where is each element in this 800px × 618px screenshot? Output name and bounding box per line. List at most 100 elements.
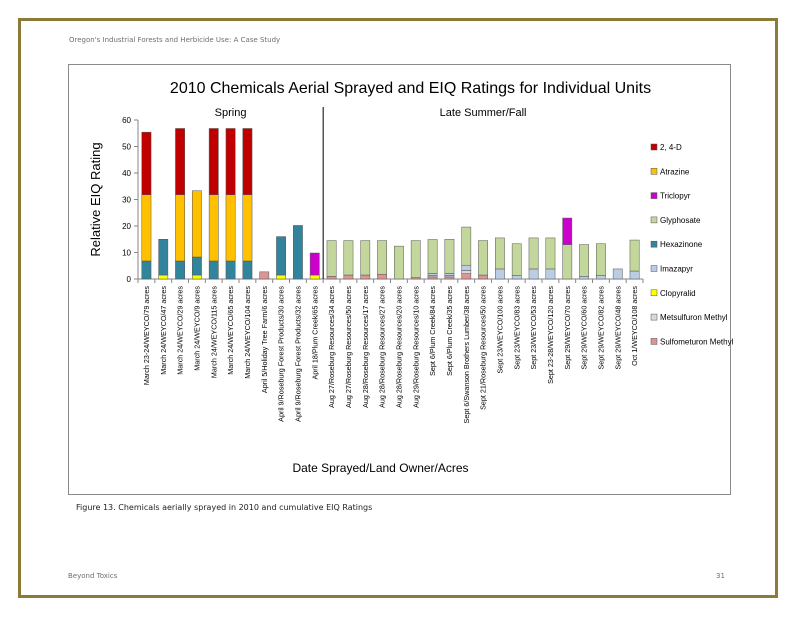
bar-segment [461, 226, 472, 266]
x-tick-label: April 5/Holiday Tree Farm/6 acres [260, 286, 269, 393]
bar-segment [629, 270, 640, 280]
bar-segment [562, 244, 573, 280]
legend-swatch [650, 216, 658, 224]
bar-segment [225, 194, 236, 262]
bar-segment [192, 274, 202, 280]
bar-segment [141, 194, 152, 262]
x-tick-label: March 24/WEYCO/9 acres [192, 286, 201, 371]
bar-segment [242, 194, 253, 262]
bar-segment [259, 271, 270, 280]
bar-segment [360, 274, 371, 280]
bar-segment [461, 273, 472, 280]
x-tick-label: April 18/Plum Creek/65 acres [310, 286, 319, 380]
x-tick-label: Sept 23/WEYCO/53 acres [529, 286, 538, 370]
x-tick-label: April 9/Roseburg Forest Products/32 acre… [293, 286, 302, 422]
x-tick-label: Sept 23-28/WEYCO/120 acres [546, 286, 555, 384]
bar-segment [208, 194, 219, 262]
section-label-late-summer-fall: Late Summer/Fall [440, 107, 527, 119]
bar-segment [175, 260, 185, 280]
x-tick-label: Sept 29/WEYCO/82 acres [596, 286, 605, 370]
legend-label: 2, 4-D [660, 143, 682, 152]
legend-swatch [650, 192, 658, 199]
x-tick-label: Sept 29/WEYCO/70 acres [563, 286, 572, 370]
bar-segment [276, 236, 286, 276]
bar-segment [326, 240, 337, 277]
bar-segment [495, 237, 505, 270]
y-tick-label: 60 [122, 116, 131, 125]
legend-swatch [650, 289, 658, 297]
y-tick-label: 50 [122, 143, 131, 152]
x-tick-label: March 24/WEYCO/29 acres [176, 286, 185, 375]
document-header: Oregon's Industrial Forests and Herbicid… [69, 36, 281, 44]
page-number: 31 [716, 572, 725, 580]
bar-segment [208, 128, 219, 195]
legend-swatch [650, 240, 658, 248]
bar-segment [528, 237, 539, 270]
legend-label: Imazapyr [660, 265, 693, 274]
bar-segment [208, 260, 219, 280]
bar-segment [158, 274, 169, 280]
x-tick-label: Sept 6/Plum Creek/35 acres [445, 286, 454, 376]
bar-segment [562, 217, 573, 245]
bar-segment [360, 240, 371, 276]
y-tick-label: 10 [122, 249, 131, 258]
legend-swatch [650, 313, 658, 321]
bar-segment [427, 273, 438, 276]
bar-segment [343, 274, 354, 280]
legend-label: Metsulfuron Methyl [660, 313, 728, 322]
bar-segment [192, 190, 202, 258]
x-tick-label: March 24/WEYCO/65 acres [226, 286, 235, 375]
x-tick-label: Sept 6/Plum Creek/84 acres [428, 286, 437, 376]
bar-segment [343, 240, 354, 276]
legend-label: Sulfometuron Methyl [660, 337, 734, 346]
legend-label: Triclopyr [660, 192, 691, 201]
bar-segment [579, 276, 589, 280]
legend-label: Clopyralid [660, 289, 696, 298]
bar-segment [225, 260, 236, 280]
bar-segment [242, 128, 253, 195]
bar-segment [612, 268, 623, 280]
x-tick-label: Sept 23/WEYCO/100 acres [495, 286, 504, 374]
bar-segment [444, 276, 455, 280]
x-tick-label: Aug 28/Roseburg Resources/20 acres [394, 286, 403, 408]
x-tick-label: Sept 29/WEYCO/48 acres [613, 286, 622, 370]
x-tick-label: March 23-24/WEYCO/79 acres [142, 286, 151, 385]
legend-swatch [650, 168, 658, 175]
bar-segment [276, 274, 286, 280]
y-tick-label: 30 [122, 196, 131, 205]
x-tick-label: March 24/WEYCO/104 acres [243, 286, 252, 379]
x-tick-label: Aug 27/Roseburg Resources/34 acres [327, 286, 336, 408]
legend-label: Glyphosate [660, 216, 701, 225]
bar-segment [326, 276, 337, 280]
bar-segment [377, 240, 387, 275]
bar-segment [158, 239, 169, 276]
bar-segment [293, 225, 303, 280]
y-axis-label: Relative EIQ Rating [88, 142, 103, 256]
bar-segment [377, 273, 387, 280]
x-tick-label: Sept 23/WEYCO/83 acres [512, 286, 521, 370]
section-label-spring: Spring [215, 107, 247, 119]
x-tick-label: Aug 27/Roseburg Resources/50 acres [344, 286, 353, 408]
bar-segment [629, 239, 640, 272]
legend-label: Hexazinone [660, 240, 703, 249]
bar-segment [461, 264, 472, 271]
bar-segment [528, 268, 539, 280]
chart-title: 2010 Chemicals Aerial Sprayed and EIQ Ra… [170, 80, 651, 97]
y-tick-label: 20 [122, 222, 131, 231]
x-tick-label: Aug 29/Roseburg Resources/10 acres [411, 286, 420, 408]
bar-segment [444, 239, 455, 274]
x-tick-label: April 9/Roseburg Forest Products/30 acre… [277, 286, 286, 422]
x-tick-label: Oct 1/WEYCO/108 acres [630, 286, 639, 366]
chart-area [68, 64, 731, 495]
bar-segment [478, 274, 488, 280]
bar-segment [444, 273, 455, 276]
bar-segment [192, 256, 202, 276]
bar-segment [309, 252, 320, 276]
bar-segment [427, 276, 438, 280]
bar-segment [141, 260, 152, 280]
x-tick-label: Aug 28/Roseburg Resources/17 acres [361, 286, 370, 408]
bar-segment [427, 239, 438, 274]
bar-segment [495, 268, 505, 280]
x-tick-label: Aug 28/Roseburg Resources/27 acres [378, 286, 387, 408]
